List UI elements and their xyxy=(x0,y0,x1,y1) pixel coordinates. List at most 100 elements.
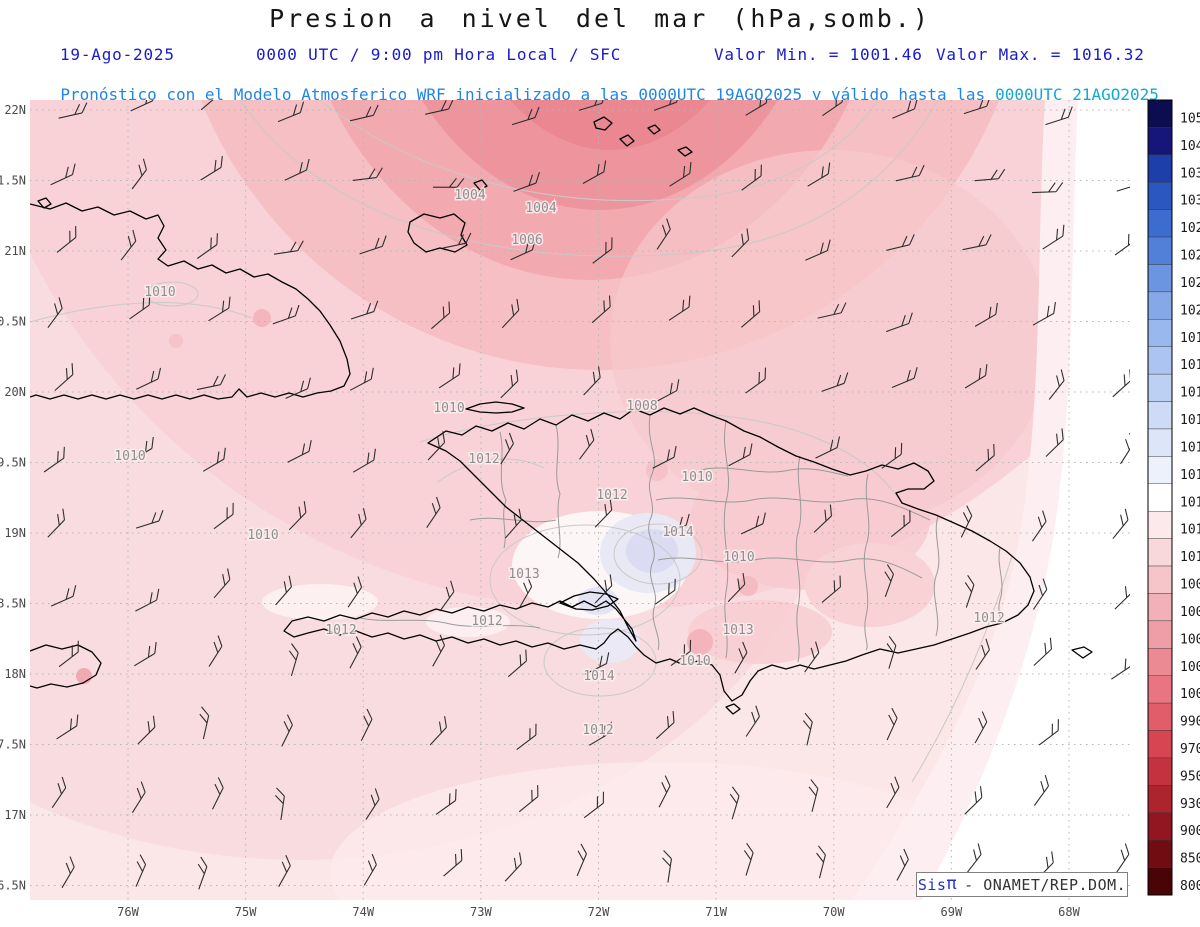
wind-barb xyxy=(974,302,998,327)
colorbar-value-label: 1016 xyxy=(1180,413,1200,428)
admin-boundaries xyxy=(359,415,1003,663)
wind-barb xyxy=(1042,224,1065,250)
shading-blob xyxy=(330,762,990,900)
colorbar-value-label: 990 xyxy=(1180,715,1200,730)
wind-barb xyxy=(821,575,841,603)
lat-tick-label: 19N xyxy=(4,526,26,540)
island-tortue xyxy=(465,401,525,414)
wind-barb xyxy=(975,638,990,670)
coast-jamaica xyxy=(30,644,102,689)
wind-barb xyxy=(1114,580,1130,610)
province-line xyxy=(699,467,849,477)
colorbar-value-label: 1012 xyxy=(1180,523,1200,538)
wind-barb xyxy=(131,781,146,813)
colorbar-cell xyxy=(1147,99,1173,128)
department-line xyxy=(359,617,541,629)
wind-barb xyxy=(347,576,363,608)
wind-barb xyxy=(589,721,612,746)
colorbar-value-label: 1013 xyxy=(1180,495,1200,510)
wind-barb xyxy=(130,100,156,112)
colorbar-value-label: 1006 xyxy=(1180,605,1200,620)
island-little-inagua xyxy=(473,179,488,191)
colorbar-cell xyxy=(1147,456,1173,484)
wind-barb xyxy=(1048,369,1065,400)
wind-barb xyxy=(890,510,911,538)
colorbar-cell xyxy=(1147,702,1173,731)
shading-band-1013-right xyxy=(922,100,1130,900)
wind-barb xyxy=(501,298,520,329)
page-title: Presion a nivel del mar (hPa,somb.) xyxy=(269,4,931,33)
wind-barb xyxy=(655,379,680,403)
colorbar-cell xyxy=(1147,785,1173,813)
colorbar-value-label: 1002 xyxy=(1180,660,1200,675)
contour-label: 1013 xyxy=(722,623,753,638)
wind-barb xyxy=(518,785,539,813)
wind-barb xyxy=(288,501,307,531)
wind-barb xyxy=(350,508,367,539)
colorbar-cell xyxy=(1147,839,1173,868)
lon-tick-label: 71W xyxy=(705,905,727,919)
forecast-text: Pronóstico con el Modelo Atmosferico WRF… xyxy=(60,85,986,104)
wind-barb xyxy=(352,167,383,181)
colorbar-value-label: 1028 xyxy=(1180,221,1200,236)
wind-barb xyxy=(131,158,147,190)
colorbar-cell xyxy=(1147,730,1173,759)
wind-barb xyxy=(886,636,897,669)
wind-barb xyxy=(432,634,446,667)
wind-barb xyxy=(963,100,992,115)
wind-barb xyxy=(663,513,690,535)
colorbar-cell xyxy=(1147,648,1173,676)
lon-tick-label: 74W xyxy=(352,905,374,919)
valid-until-label: 0000UTC_21AGO2025 xyxy=(995,85,1159,104)
colorbar-cell xyxy=(1147,182,1173,210)
wind-barb xyxy=(350,300,379,320)
shading-band-1015 xyxy=(626,529,678,573)
wind-barb xyxy=(438,363,461,389)
wind-barb xyxy=(435,789,457,815)
wind-barb xyxy=(741,164,762,191)
wind-barb xyxy=(50,163,76,186)
pi-symbol: π xyxy=(946,874,958,894)
shading-spot xyxy=(253,309,271,327)
subtitle-row: 19-Ago-2025 0000 UTC / 9:00 pm Hora Loca… xyxy=(0,45,1200,65)
isobar-1014-loop xyxy=(613,523,703,585)
colorbar-cell xyxy=(1147,291,1173,320)
shading-spot xyxy=(169,334,183,348)
wind-barb xyxy=(58,102,88,119)
wind-barb xyxy=(813,504,833,533)
lon-tick-label: 73W xyxy=(470,905,492,919)
wind-barb xyxy=(964,786,983,815)
wind-barb xyxy=(655,711,675,740)
wind-barb xyxy=(576,843,587,877)
lat-tick-label: 20N xyxy=(4,385,26,399)
lon-tick-label: 72W xyxy=(588,905,610,919)
axis-labels: 22N 1.5N 21N 0.5N 20N 9.5N 19N 8.5N 18N 7.5N 17N 6.… xyxy=(0,103,1081,919)
wind-barb xyxy=(964,364,988,389)
wind-barb xyxy=(427,431,446,461)
contour-label: 1012 xyxy=(596,488,627,503)
watermark-org: - ONAMET/REP.DOM. xyxy=(964,875,1127,894)
wind-barb xyxy=(196,374,226,391)
wind-barb xyxy=(443,849,463,877)
wind-barb xyxy=(208,635,223,667)
wind-barb xyxy=(1033,637,1052,666)
wind-barb xyxy=(579,428,595,460)
wind-barb xyxy=(822,100,844,117)
wind-barb xyxy=(745,705,760,737)
contour-label: 1012 xyxy=(468,452,499,467)
wind-barb xyxy=(58,640,79,668)
colorbar-value-label: 1025 xyxy=(1180,249,1200,264)
wind-barb xyxy=(197,856,208,890)
wind-barb xyxy=(213,568,231,599)
colorbar-value-label: 970 xyxy=(1180,742,1200,757)
wind-barb xyxy=(54,363,74,391)
contour-label: 1012 xyxy=(471,614,502,629)
wind-barb xyxy=(500,432,514,465)
wind-barb xyxy=(974,711,988,744)
wind-barb xyxy=(583,366,601,396)
wind-barb xyxy=(208,296,231,322)
wind-barb xyxy=(1032,578,1048,610)
wind-barb xyxy=(360,708,373,742)
department-line xyxy=(555,424,561,559)
